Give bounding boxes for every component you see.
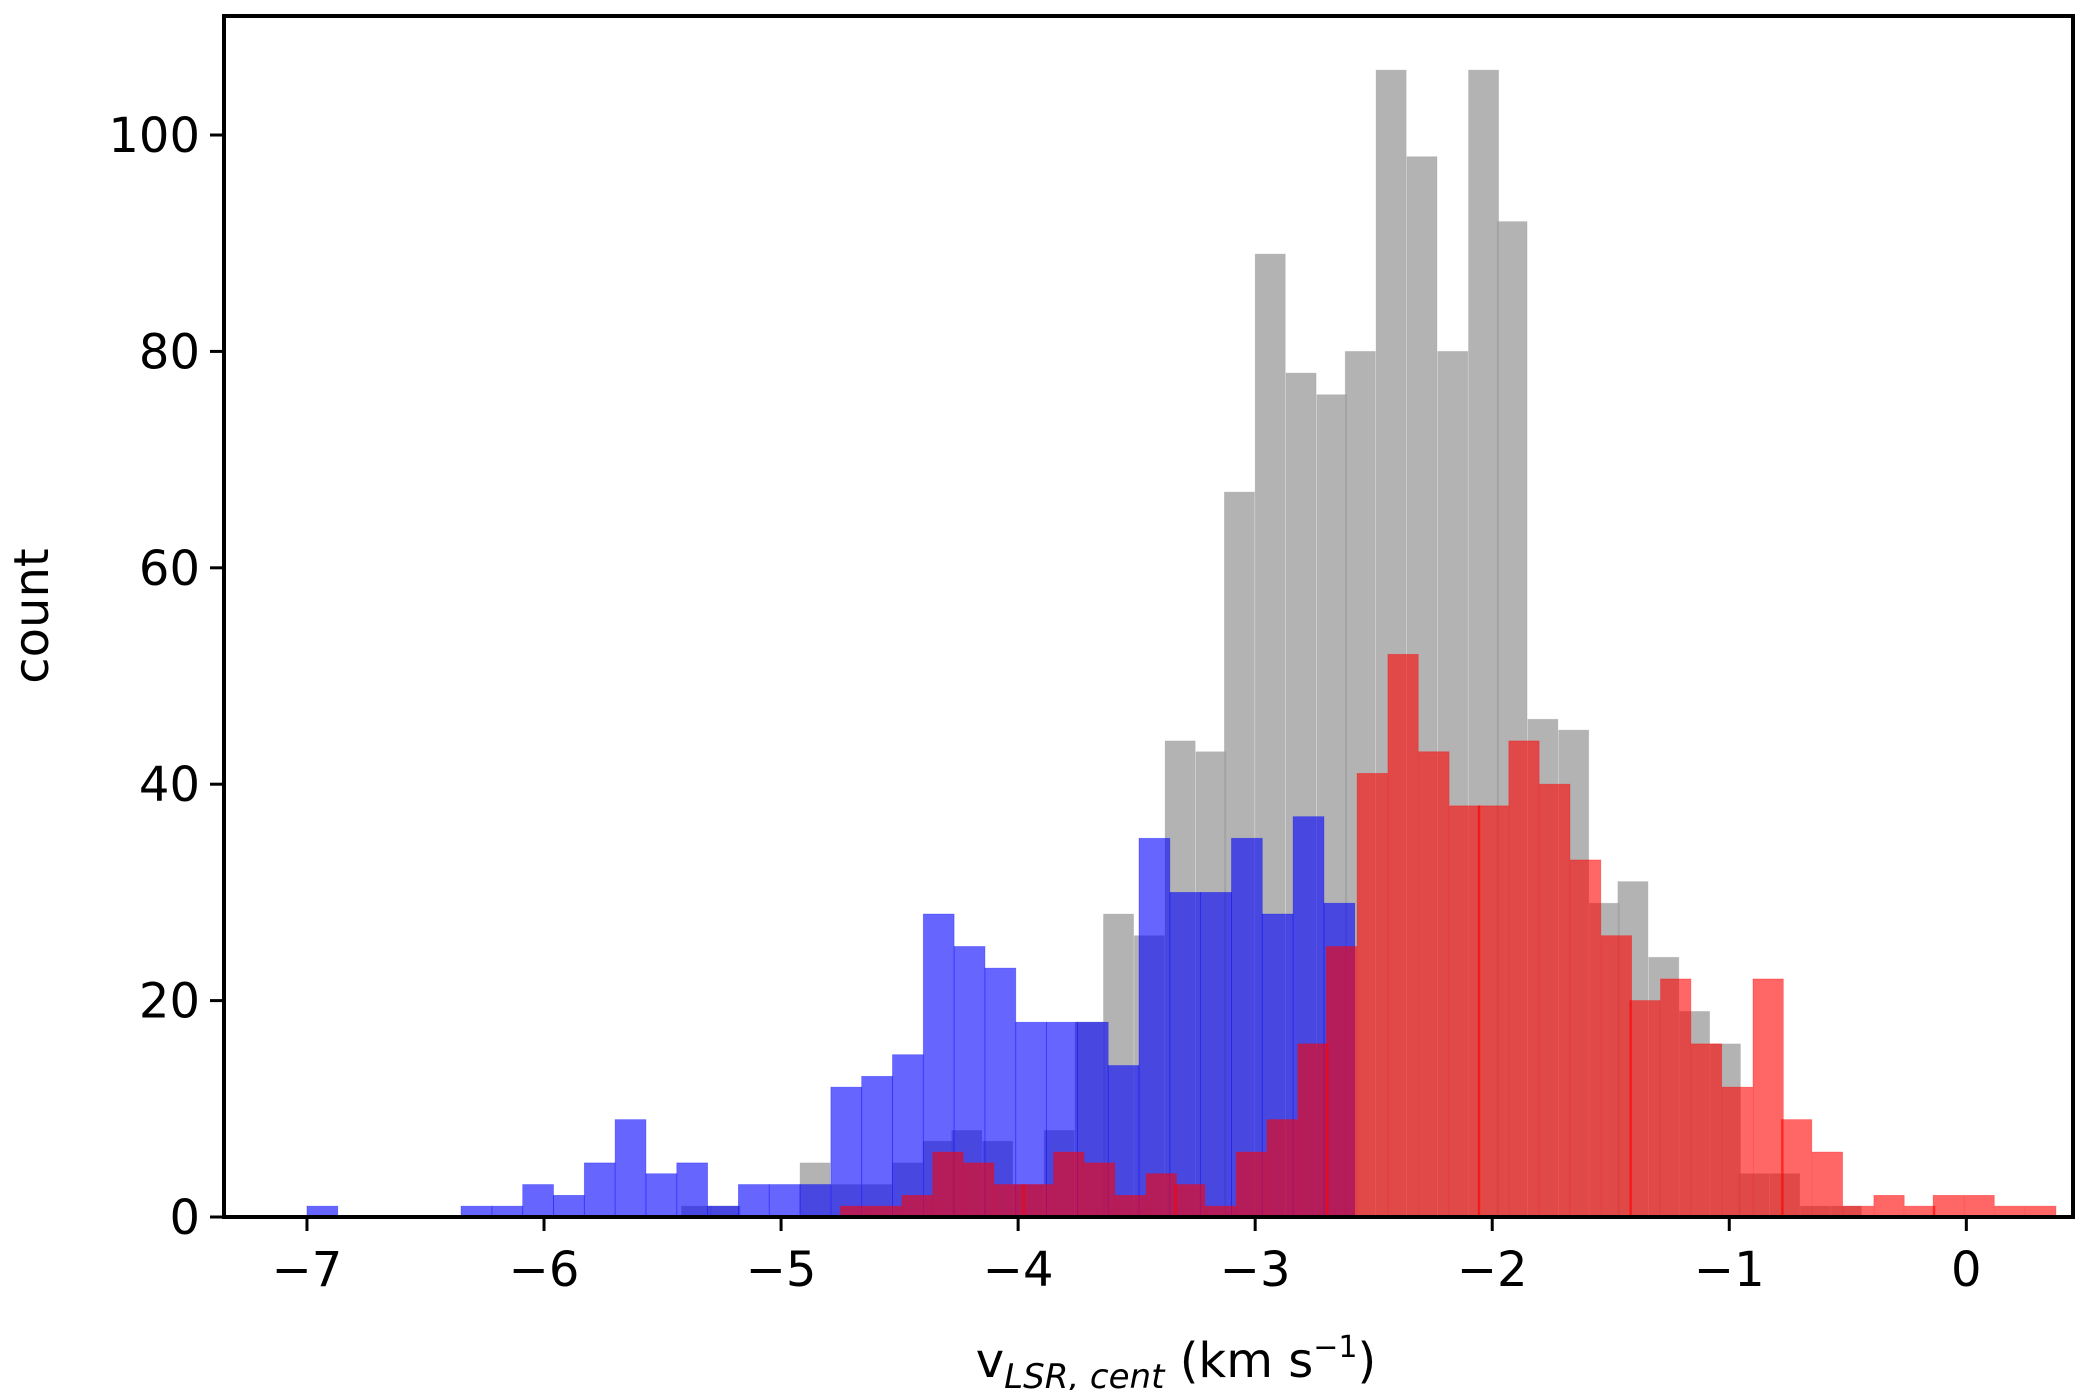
histogram-bar: [614, 1119, 647, 1218]
histogram-bar: [1022, 1184, 1054, 1218]
y-tick-label: 80: [139, 324, 200, 380]
histogram-bar: [1053, 1151, 1085, 1218]
histogram-bar: [1325, 946, 1358, 1218]
y-tick-label: 0: [169, 1190, 200, 1246]
histogram-bar: [994, 1184, 1026, 1218]
histogram-bar: [1721, 1086, 1753, 1218]
histogram-bar: [932, 1151, 964, 1218]
histogram-bar: [1600, 935, 1633, 1218]
y-tick-label: 60: [139, 541, 200, 597]
histogram-bar: [892, 1054, 924, 1218]
histogram-bar: [1114, 1194, 1147, 1218]
axis-ticks: −7 −6 −5 −4 −3 −2 −1 0 0 20 40 60 80 100: [108, 108, 1981, 1298]
x-tick-label: 0: [1951, 1242, 1982, 1298]
histogram-bar: [1266, 1119, 1298, 1218]
series-2-bars: [839, 653, 2057, 1218]
y-tick-label: 100: [108, 108, 200, 164]
histogram-bar: [830, 1086, 863, 1218]
x-tick-label: −3: [1220, 1242, 1291, 1298]
y-tick-label: 20: [139, 974, 200, 1030]
histogram-bar: [1660, 978, 1692, 1218]
histogram-bar: [1752, 978, 1784, 1218]
histogram-bar: [645, 1173, 678, 1218]
histogram-bar: [963, 1162, 995, 1218]
histogram-bar: [901, 1194, 933, 1218]
histogram-bar: [1138, 837, 1171, 1218]
x-tick-label: −4: [983, 1242, 1054, 1298]
histogram-bar: [676, 1162, 708, 1218]
x-tick-label: −1: [1694, 1242, 1765, 1298]
histogram-bar: [1449, 805, 1481, 1218]
histogram-bar: [1084, 1162, 1116, 1218]
histogram-bar: [1629, 1000, 1661, 1218]
x-tick-label: −5: [746, 1242, 817, 1298]
histogram-bar: [1811, 1151, 1843, 1218]
x-tick-label: −6: [509, 1242, 580, 1298]
histogram-bar: [1174, 1184, 1206, 1218]
histogram-bar: [553, 1194, 585, 1218]
histogram-bar: [1297, 1043, 1329, 1218]
histogram-bar: [1387, 653, 1419, 1218]
x-tick-label: −2: [1457, 1242, 1528, 1298]
histogram-bar: [1781, 1119, 1813, 1218]
x-tick-label: −7: [272, 1242, 343, 1298]
x-axis-label-unit: (km s: [1164, 1333, 1313, 1389]
x-axis-label: vLSR, cent (km s−1): [976, 1330, 1376, 1390]
histogram-bar: [1963, 1194, 1995, 1218]
histogram-bar: [1570, 859, 1602, 1218]
x-axis-label-unit-end: ): [1357, 1333, 1376, 1389]
y-tick-label: 40: [139, 757, 200, 813]
histogram-bar: [1508, 740, 1540, 1218]
histogram-bar: [1169, 892, 1202, 1218]
histogram-bar: [1356, 772, 1388, 1218]
histogram-bar: [1145, 1173, 1177, 1218]
histogram-bar: [1477, 805, 1509, 1218]
histogram-bar: [1539, 783, 1571, 1218]
histogram-bar: [1932, 1194, 1964, 1218]
histogram-bar: [799, 1184, 832, 1218]
histogram-bar: [583, 1162, 616, 1218]
histogram-bar: [768, 1184, 801, 1218]
plot-frame: [222, 14, 2075, 1219]
x-axis-label-subscript: LSR, cent: [1004, 1357, 1166, 1390]
x-axis-label-superscript: −1: [1313, 1330, 1357, 1365]
histogram-bar: [522, 1184, 554, 1218]
histogram-bar: [1418, 751, 1450, 1218]
histogram-bar: [1690, 1043, 1723, 1218]
histogram-bar: [738, 1184, 770, 1218]
histogram-bars: [306, 69, 2057, 1218]
histogram-bar: [1200, 892, 1232, 1218]
x-axis-label-base: v: [976, 1333, 1004, 1389]
histogram-bar: [861, 1075, 893, 1218]
y-axis-label: count: [4, 548, 60, 683]
histogram-bar: [1235, 1151, 1267, 1218]
histogram-bar: [1873, 1194, 1905, 1218]
